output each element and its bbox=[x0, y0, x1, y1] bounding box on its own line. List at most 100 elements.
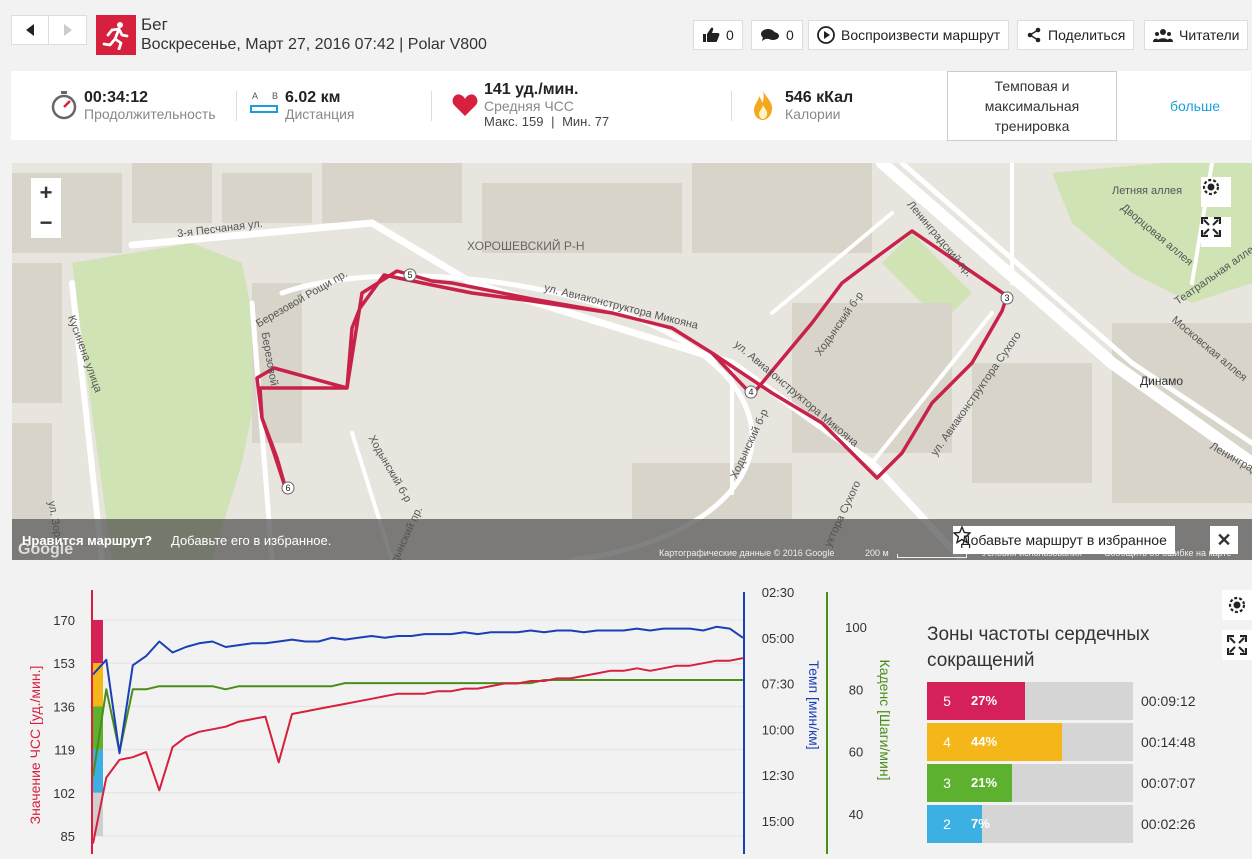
zone-time: 00:07:07 bbox=[1141, 775, 1196, 791]
divider bbox=[431, 91, 432, 121]
hr-minmax: Макс. 159 | Мин. 77 bbox=[484, 114, 609, 129]
hr-tick-label: 119 bbox=[54, 743, 75, 758]
zone-bar-track: 44% bbox=[967, 723, 1133, 761]
forward-button[interactable] bbox=[49, 15, 87, 45]
add-favorite-label: Добавьте маршрут в избранное bbox=[961, 532, 1167, 548]
km-marker-6: 6 bbox=[285, 483, 290, 493]
pace-tick-label: 07:30 bbox=[762, 677, 795, 692]
followers-button[interactable]: Читатели bbox=[1144, 20, 1249, 50]
street-label: Летняя аллея bbox=[1112, 185, 1183, 197]
chart-fullscreen-button[interactable] bbox=[1222, 630, 1252, 660]
map-fullscreen-button[interactable] bbox=[1201, 217, 1231, 247]
close-icon: ✕ bbox=[1216, 529, 1232, 550]
cadence-axis-title: Каденс [Шаги/мин] bbox=[877, 660, 893, 781]
cadence-tick-label: 80 bbox=[849, 682, 863, 697]
comments-button[interactable]: 0 bbox=[751, 20, 803, 50]
thumbs-up-icon bbox=[703, 27, 720, 42]
cadence-tick-label: 60 bbox=[849, 745, 863, 760]
chart-canvas[interactable]: 170 153 136 119 102 85 02:30 05:00 07:30 10:00 12:… bbox=[0, 580, 900, 854]
hr-separator: | bbox=[551, 114, 555, 129]
hr-tick-label: 153 bbox=[53, 656, 75, 671]
map-canvas[interactable]: 3 4 5 6 bbox=[12, 163, 1252, 560]
pace-tick-label: 02:30 bbox=[762, 585, 795, 600]
cadence-tick-label: 40 bbox=[849, 807, 863, 822]
star-icon bbox=[953, 526, 971, 544]
hr-zone-band bbox=[92, 663, 103, 707]
stopwatch-icon bbox=[51, 91, 77, 120]
gear-icon bbox=[1202, 178, 1220, 196]
zone-number: 3 bbox=[927, 764, 967, 802]
zone-percent: 27% bbox=[971, 693, 998, 708]
replay-route-button[interactable]: Воспроизвести маршрут bbox=[808, 20, 1010, 50]
km-marker-5: 5 bbox=[407, 270, 412, 280]
duration-label: Продолжительность bbox=[84, 106, 216, 122]
zone-time: 00:09:12 bbox=[1141, 693, 1196, 709]
divider bbox=[236, 91, 237, 121]
zone-percent: 21% bbox=[971, 775, 998, 790]
hr-min: Мин. 77 bbox=[562, 114, 610, 129]
like-button[interactable]: 0 bbox=[693, 20, 743, 50]
zone-time: 00:14:48 bbox=[1141, 734, 1196, 750]
cadence-series-line bbox=[92, 679, 743, 777]
divider bbox=[731, 91, 732, 121]
km-marker-4: 4 bbox=[748, 387, 753, 397]
zone-number: 2 bbox=[927, 805, 967, 843]
route-map[interactable]: 3 4 5 6 ХОРОШЕВСКИЙ Р-Н 3-я Песчаная ул.… bbox=[12, 163, 1252, 560]
zone-bar-fill bbox=[967, 682, 1026, 720]
zone-bar-track: 27% bbox=[967, 682, 1133, 720]
back-button[interactable] bbox=[11, 15, 49, 45]
hr-tick-label: 85 bbox=[61, 829, 75, 844]
zoom-out-button[interactable]: − bbox=[31, 208, 61, 238]
route-markers: 3 4 5 6 bbox=[281, 268, 1014, 495]
km-marker-3: 3 bbox=[1004, 293, 1009, 303]
district-label: ХОРОШЕВСКИЙ Р-Н bbox=[467, 239, 585, 253]
pace-axis-title: Темп [мин/км] bbox=[806, 660, 822, 749]
chart-settings-button[interactable] bbox=[1222, 590, 1252, 620]
calories-value: 546 кКал bbox=[785, 89, 854, 106]
pace-tick-label: 12:30 bbox=[762, 768, 795, 783]
zone-bar-fill bbox=[967, 805, 983, 843]
scale-bar bbox=[897, 554, 967, 558]
hr-zone-band bbox=[92, 792, 103, 836]
activity-subtitle: Воскресенье, Март 27, 2016 07:42 | Polar… bbox=[141, 36, 487, 53]
like-count: 0 bbox=[726, 27, 734, 43]
zone-number: 4 bbox=[927, 723, 967, 761]
hr-max: Макс. 159 bbox=[484, 114, 544, 129]
comments-count: 0 bbox=[786, 27, 794, 43]
hr-zone-band bbox=[92, 706, 103, 750]
map-settings-button[interactable] bbox=[1201, 177, 1231, 207]
favorite-hint: Добавьте его в избранное. bbox=[171, 533, 332, 548]
expand-icon bbox=[1201, 217, 1221, 237]
comments-icon bbox=[761, 29, 779, 41]
zone-percent: 7% bbox=[971, 816, 990, 831]
hr-value: 141 уд./мин. bbox=[484, 81, 579, 98]
zoom-in-button[interactable]: + bbox=[31, 178, 61, 208]
activity-chart[interactable]: 170 153 136 119 102 85 02:30 05:00 07:30 10:00 12:… bbox=[0, 580, 900, 854]
zone-time: 00:02:26 bbox=[1141, 816, 1196, 832]
people-icon bbox=[1153, 29, 1173, 42]
hr-tick-label: 170 bbox=[53, 613, 75, 628]
hr-axis-title: Значение ЧСС [уд./мин.] bbox=[27, 666, 43, 825]
followers-label: Читатели bbox=[1179, 27, 1240, 43]
zone-bar-track: 7% bbox=[967, 805, 1133, 843]
cadence-tick-label: 100 bbox=[845, 620, 867, 635]
duration-value: 00:34:12 bbox=[84, 89, 149, 106]
running-icon bbox=[96, 15, 136, 55]
map-copyright: Картографические данные © 2016 Google bbox=[659, 548, 835, 558]
chevron-right-icon bbox=[63, 24, 72, 36]
activity-title: Бег bbox=[141, 15, 168, 34]
zone-number: 5 bbox=[927, 682, 967, 720]
hr-tick-label: 102 bbox=[53, 786, 75, 801]
zone-bar-fill bbox=[967, 764, 1013, 802]
add-favorite-button[interactable]: Добавьте маршрут в избранное bbox=[953, 526, 1175, 554]
share-button[interactable]: Поделиться bbox=[1017, 20, 1135, 50]
pace-series-line bbox=[92, 625, 744, 755]
distance-label: Дистанция bbox=[285, 106, 355, 122]
favorite-prompt: Нравится маршрут? bbox=[22, 533, 153, 548]
metro-label: Динамо bbox=[1140, 374, 1184, 388]
hr-zones-title: Зоны частоты сердечных сокращений bbox=[927, 624, 1150, 671]
close-favorite-button[interactable]: ✕ bbox=[1210, 526, 1238, 554]
distance-value: 6.02 км bbox=[285, 89, 341, 106]
hr-zone-band bbox=[92, 749, 103, 793]
more-link[interactable]: больше bbox=[1170, 98, 1220, 114]
